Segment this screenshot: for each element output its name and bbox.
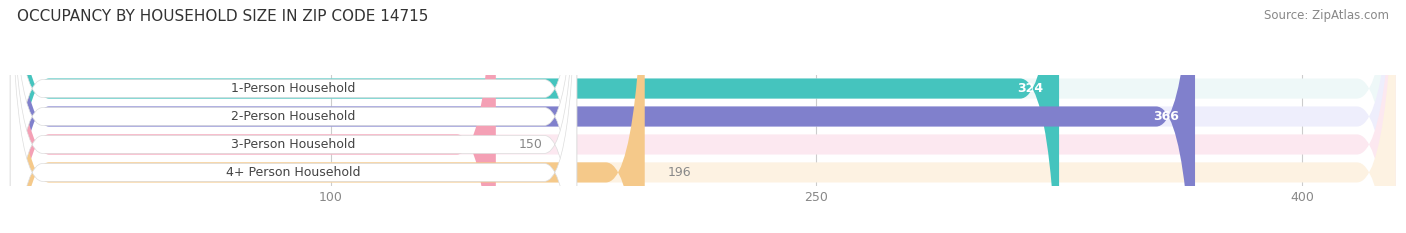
Text: OCCUPANCY BY HOUSEHOLD SIZE IN ZIP CODE 14715: OCCUPANCY BY HOUSEHOLD SIZE IN ZIP CODE … <box>17 9 429 24</box>
FancyBboxPatch shape <box>10 0 576 233</box>
FancyBboxPatch shape <box>10 0 576 233</box>
FancyBboxPatch shape <box>10 0 576 233</box>
FancyBboxPatch shape <box>10 0 1396 233</box>
Text: 366: 366 <box>1153 110 1178 123</box>
Text: Source: ZipAtlas.com: Source: ZipAtlas.com <box>1264 9 1389 22</box>
FancyBboxPatch shape <box>10 0 1195 233</box>
FancyBboxPatch shape <box>10 0 1396 233</box>
FancyBboxPatch shape <box>10 0 645 233</box>
Text: 1-Person Household: 1-Person Household <box>232 82 356 95</box>
Text: 4+ Person Household: 4+ Person Household <box>226 166 361 179</box>
FancyBboxPatch shape <box>10 0 1396 233</box>
FancyBboxPatch shape <box>10 0 1396 233</box>
Text: 196: 196 <box>668 166 690 179</box>
FancyBboxPatch shape <box>10 0 496 233</box>
Text: 2-Person Household: 2-Person Household <box>232 110 356 123</box>
FancyBboxPatch shape <box>10 0 576 233</box>
Text: 3-Person Household: 3-Person Household <box>232 138 356 151</box>
FancyBboxPatch shape <box>10 0 1059 233</box>
Text: 150: 150 <box>519 138 543 151</box>
Text: 324: 324 <box>1017 82 1043 95</box>
